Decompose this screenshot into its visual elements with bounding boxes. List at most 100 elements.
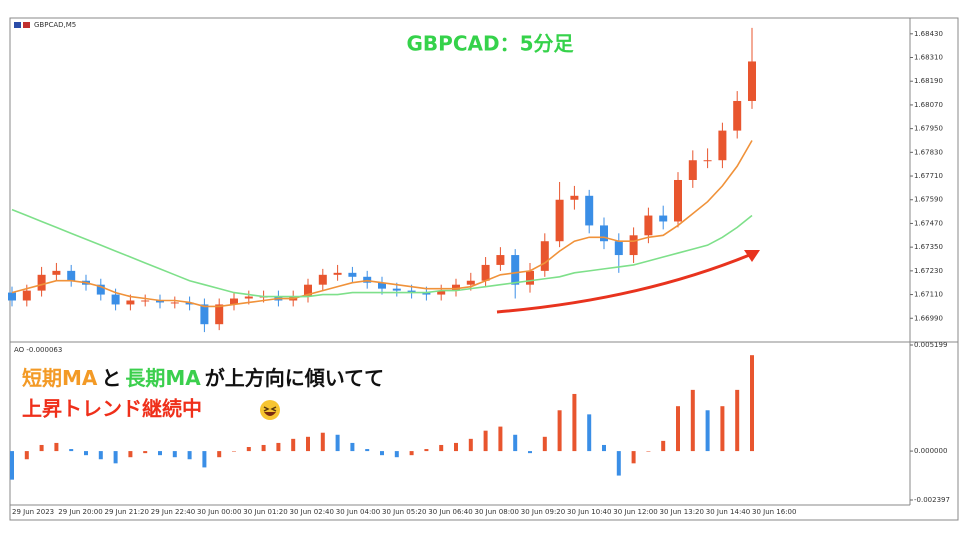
ao-bar xyxy=(409,451,414,456)
candle-body xyxy=(407,290,416,293)
ao-bar xyxy=(439,444,444,452)
ao-bar xyxy=(143,451,148,454)
candle-body xyxy=(333,272,342,275)
ao-bar xyxy=(676,406,680,452)
candle-body xyxy=(37,274,46,291)
ao-bar xyxy=(690,389,695,452)
ao-bar xyxy=(483,430,488,452)
ao-bar xyxy=(587,414,592,452)
chart-title: GBPCAD：5分足 xyxy=(407,32,575,56)
y-tick-label: 1.68430 xyxy=(914,30,943,38)
y-tick-label: 1.67350 xyxy=(914,243,943,251)
ao-bar xyxy=(513,434,518,452)
x-tick-label: 29 Jun 21:20 xyxy=(105,508,149,516)
annotation-text: と xyxy=(101,366,121,390)
ao-bar xyxy=(380,451,384,456)
x-tick-label: 29 Jun 22:40 xyxy=(151,508,195,516)
y-tick-label: 1.66990 xyxy=(914,314,943,322)
ao-bar xyxy=(113,451,118,464)
candle-body xyxy=(570,195,579,200)
candle-body xyxy=(156,300,164,303)
ao-bar xyxy=(84,451,88,456)
ao-bar xyxy=(217,451,222,458)
ao-bar xyxy=(661,440,666,452)
ao-bar xyxy=(10,451,14,480)
arrow-head xyxy=(744,250,760,262)
ao-bar xyxy=(365,449,370,452)
x-tick-label: 30 Jun 10:40 xyxy=(567,508,611,516)
candle-body xyxy=(674,179,682,222)
candle-body xyxy=(585,195,594,226)
ao-bar xyxy=(542,436,547,452)
y-tick-label: 1.68310 xyxy=(914,54,943,62)
ao-bar xyxy=(557,410,562,452)
emoji-face xyxy=(260,400,280,420)
ao-bar xyxy=(291,438,296,452)
ao-bar xyxy=(498,426,503,452)
y-tick-label: 1.67830 xyxy=(914,148,943,156)
ao-bar xyxy=(261,444,266,452)
y-tick-label: 0.005199 xyxy=(914,341,947,349)
candle-body xyxy=(422,292,431,295)
ao-bar xyxy=(54,442,59,452)
y-tick-label: 1.67110 xyxy=(914,291,943,299)
ao-bar xyxy=(631,451,636,464)
candle-body xyxy=(703,160,712,162)
candle-body xyxy=(378,282,386,289)
ao-bar xyxy=(735,389,740,452)
candle-body xyxy=(244,296,253,299)
ao-bar xyxy=(335,434,340,452)
ao-bar xyxy=(172,451,177,458)
ao-bar xyxy=(572,393,577,452)
ao-bar xyxy=(468,438,473,452)
candle-body xyxy=(555,199,564,242)
ao-bar xyxy=(232,451,236,452)
y-tick-label: 1.68190 xyxy=(914,77,943,85)
x-tick-label: 30 Jun 02:40 xyxy=(290,508,334,516)
candle-body xyxy=(215,304,224,325)
annotation-line: 短期MA と長期MA が上方向に傾いてて xyxy=(22,366,384,390)
candle-body xyxy=(659,215,668,222)
candle-body xyxy=(748,61,756,101)
ao-bar xyxy=(528,451,532,454)
candle-body xyxy=(688,160,697,180)
x-tick-label: 30 Jun 05:20 xyxy=(382,508,426,516)
ao-bar xyxy=(646,451,651,452)
ao-bar xyxy=(98,451,103,460)
candle-body xyxy=(496,255,505,265)
candle-body xyxy=(733,100,742,131)
ao-bar xyxy=(750,355,754,452)
moving-average xyxy=(11,140,753,308)
ao-bar xyxy=(454,442,458,452)
candle-body xyxy=(614,241,623,256)
y-tick-label: 1.67470 xyxy=(914,219,943,227)
ao-bar xyxy=(720,406,725,452)
ao-bar xyxy=(602,444,606,452)
candle-body xyxy=(600,225,608,242)
y-tick-label: 1.67710 xyxy=(914,172,943,180)
emoji xyxy=(260,400,280,420)
candle-body xyxy=(111,294,120,305)
candle-body xyxy=(466,280,475,285)
x-tick-label: 30 Jun 01:20 xyxy=(243,508,287,516)
emoji-mouth xyxy=(264,412,276,416)
candle-body xyxy=(170,302,179,304)
ao-bar xyxy=(24,451,29,460)
y-tick-label: 0.000000 xyxy=(914,447,947,455)
ao-bar xyxy=(246,447,251,452)
candle-body xyxy=(452,284,460,291)
y-tick-label: 1.68070 xyxy=(914,101,943,109)
y-tick-label: 1.67230 xyxy=(914,267,943,275)
candle-body xyxy=(363,276,372,283)
y-tick-label: -0.002397 xyxy=(914,496,950,504)
x-tick-label: 30 Jun 13:20 xyxy=(660,508,704,516)
candle-body xyxy=(126,300,135,305)
ao-bar xyxy=(187,451,192,460)
candle-body xyxy=(318,274,327,285)
candle-body xyxy=(52,270,61,275)
x-tick-label: 30 Jun 09:20 xyxy=(521,508,565,516)
candle-body xyxy=(348,272,357,277)
ao-bar xyxy=(158,451,162,456)
